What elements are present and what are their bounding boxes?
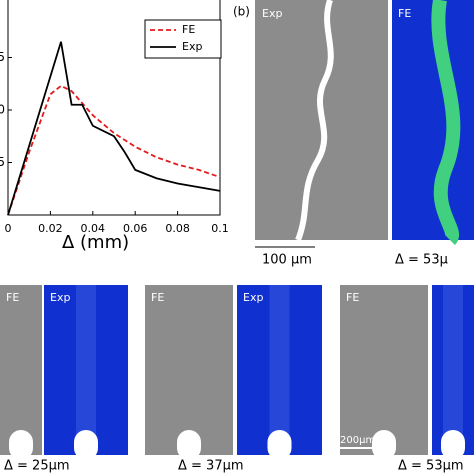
x-tick-label: 0.06 — [123, 222, 148, 235]
notch — [372, 430, 396, 460]
line — [7, 41, 221, 216]
x-tick-label: 0 — [5, 222, 12, 235]
panel-tag: Exp — [243, 291, 263, 304]
x-tick-label: 0.08 — [165, 222, 190, 235]
x-tick-label: 0.04 — [81, 222, 106, 235]
notch — [177, 430, 201, 460]
legend-label: Exp — [182, 40, 202, 53]
panel-tag: FE — [398, 7, 411, 20]
x-tick-label: 0.02 — [38, 222, 63, 235]
scale-label: 100 μm — [262, 253, 312, 268]
crack — [295, 0, 334, 242]
x-tick-label: 0.1 — [211, 222, 229, 235]
damage-band — [76, 285, 96, 435]
caption: Δ = 37μm — [178, 459, 244, 474]
panel-tag: Exp — [262, 7, 282, 20]
line — [7, 84, 221, 216]
image-panel — [0, 285, 42, 455]
notch — [441, 430, 465, 460]
caption: Δ = 53μm — [398, 459, 464, 474]
plot-frame — [7, 0, 221, 216]
panel-tag: FE — [6, 291, 19, 304]
image-panel — [340, 285, 428, 455]
y-tick-label: 10 — [0, 103, 5, 117]
notch — [74, 430, 98, 460]
legend-box — [144, 19, 222, 59]
caption: Δ = 53μ — [395, 253, 448, 268]
image-panel — [145, 285, 233, 455]
y-tick-label: 5 — [0, 155, 5, 169]
y-tick-label: 15 — [0, 50, 5, 64]
panel-tag: FE — [151, 291, 164, 304]
damage-band — [431, 0, 461, 245]
notch — [267, 430, 292, 460]
panel-label: (b) — [233, 5, 250, 19]
caption: Δ = 25μm — [4, 459, 70, 474]
scale-label: 200μm — [340, 435, 375, 446]
x-axis-label: Δ (mm) — [62, 232, 129, 253]
notch — [9, 430, 33, 460]
damage-band — [269, 285, 290, 435]
panel-tag: FE — [346, 291, 359, 304]
damage-band — [443, 285, 463, 435]
legend-label: FE — [182, 23, 195, 36]
panel-tag: Exp — [50, 291, 70, 304]
